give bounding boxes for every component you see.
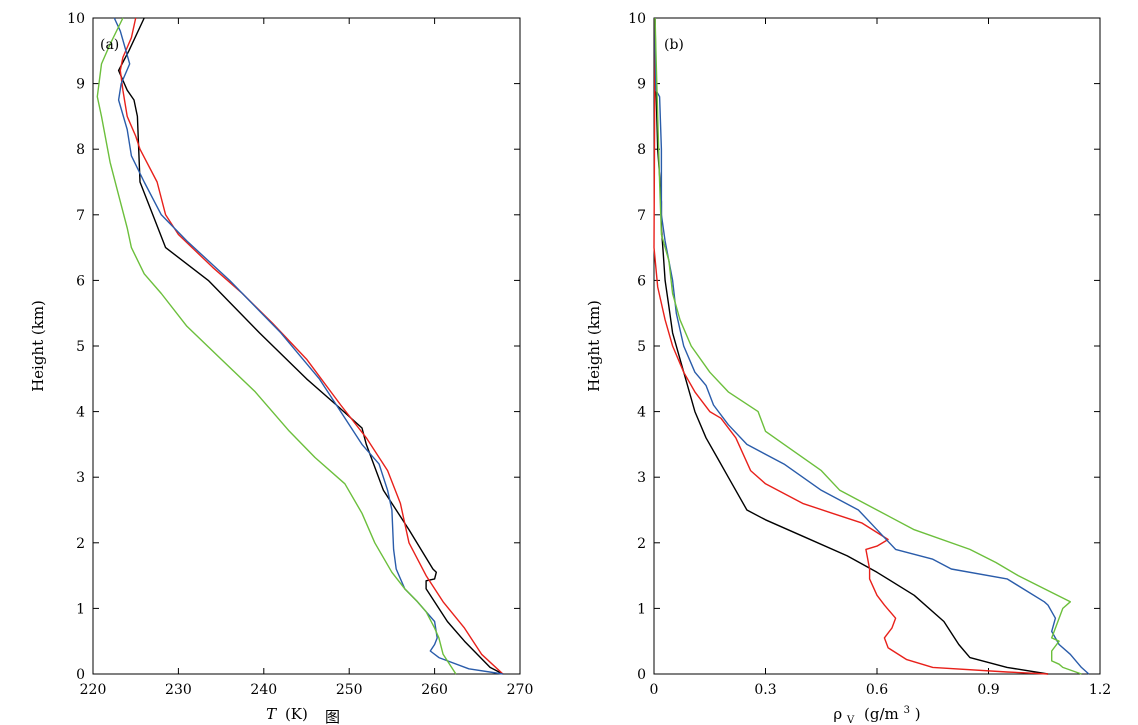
panel-a-ytick-label: 1: [76, 601, 85, 617]
panel-a-temperature: 220 230 240 250 260 270 0 1 2 3 4 5 6 7 8 9 10 (a) Heigh…: [29, 11, 533, 723]
panel-b-y-axis-label: Height (km): [585, 300, 603, 392]
panel-b-x-axis-close: ): [915, 705, 921, 723]
panel-a-xtick-label: 240: [250, 682, 277, 698]
panel-a-y-axis-label: Height (km): [29, 300, 47, 392]
panel-a-ytick-label: 9: [76, 77, 85, 93]
panel-a-xtick-label: 230: [165, 682, 192, 698]
panel-b-vapor-density: 0 0.3 0.6 0.9 1.2 0 1 2 3 4 5 6 7 8 9 10 (b) Height (km…: [585, 11, 1111, 725]
panel-a-x-axis-symbol: T: [266, 705, 277, 723]
panel-b-x-axis-subscript: V: [846, 715, 855, 725]
panel-a-ytick-label: 8: [76, 142, 85, 158]
panel-a-series-red: [119, 17, 504, 675]
panel-b-series-blue: [654, 18, 1090, 675]
panel-a-ytick-label: 10: [67, 11, 85, 27]
panel-a-ytick-label: 7: [76, 208, 85, 224]
panel-a-xtick-label: 250: [336, 682, 363, 698]
panel-b-series-green: [654, 17, 1082, 675]
panel-b-ytick-label: 7: [637, 208, 646, 224]
panel-b-ytick-label: 8: [637, 142, 646, 158]
panel-a-xtick-label: 270: [507, 682, 534, 698]
figure-caption: 图: [325, 708, 340, 725]
panel-a-x-axis-unit: (K): [285, 705, 308, 723]
panel-b-ytick-label: 3: [637, 470, 646, 486]
panel-b-ytick-label: 10: [628, 11, 646, 27]
panel-b-series-red: [653, 17, 1049, 675]
panel-a-ytick-label: 5: [76, 339, 85, 355]
panel-b-ytick-label: 2: [637, 536, 646, 552]
panel-b-x-axis-superscript: 3: [904, 705, 910, 716]
panel-b-x-axis-unit: (g/m: [864, 705, 899, 723]
panel-b-ytick-label: 1: [637, 601, 646, 617]
panel-b-series: [653, 17, 1090, 675]
panel-b-xtick-label: 0.9: [977, 682, 999, 698]
panel-a-ytick-label: 3: [76, 470, 85, 486]
panel-a-series: [96, 17, 504, 675]
panel-a-xtick-label: 260: [421, 682, 448, 698]
panel-a-ytick-label: 0: [76, 667, 85, 683]
panel-a-series-black: [117, 17, 504, 675]
panel-b-xtick-label: 0.6: [866, 682, 888, 698]
panel-a-xtick-label: 220: [80, 682, 107, 698]
panel-a-x-axis-label: T (K): [266, 705, 308, 723]
panel-b-ytick-label: 4: [637, 405, 646, 421]
panel-b-xtick-label: 1.2: [1089, 682, 1111, 698]
panel-a-ytick-label: 4: [76, 405, 85, 421]
panel-b-ytick-label: 0: [637, 667, 646, 683]
panel-a-ytick-label: 2: [76, 536, 85, 552]
panel-a-plot-frame: [92, 17, 521, 675]
panel-b-x-axis-label: ρ V (g/m 3 ): [833, 699, 920, 725]
panel-a-series-green: [96, 17, 457, 675]
panel-b-xtick-label: 0: [650, 682, 659, 698]
panel-a-label: (a): [100, 37, 119, 53]
panel-b-label: (b): [664, 37, 684, 53]
panel-b-ticks: 0 0.3 0.6 0.9 1.2 0 1 2 3 4 5 6 7 8 9 10: [628, 11, 1111, 698]
panel-b-ytick-label: 5: [637, 339, 646, 355]
panel-b-x-axis-symbol: ρ: [833, 705, 842, 723]
panel-b-xtick-label: 0.3: [754, 682, 776, 698]
panel-b-ytick-label: 9: [637, 77, 646, 93]
panel-a-ytick-label: 6: [76, 273, 85, 289]
panel-a-series-blue: [113, 17, 504, 675]
panel-a-ticks: 220 230 240 250 260 270 0 1 2 3 4 5 6 7 8 9 10: [67, 11, 533, 698]
panel-b-ytick-label: 6: [637, 273, 646, 289]
panel-b-plot-frame: [653, 17, 1101, 675]
